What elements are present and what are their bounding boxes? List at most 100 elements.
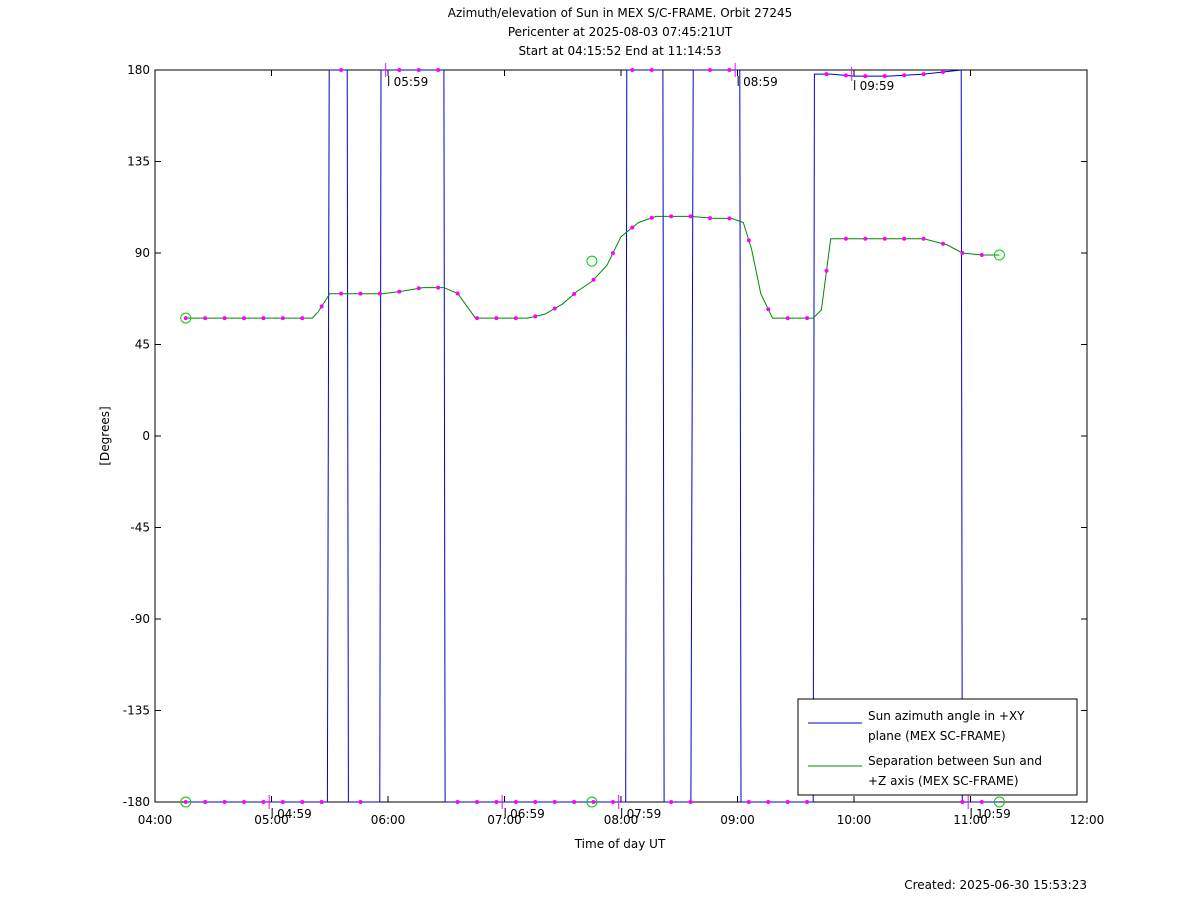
- y-tick-label: 135: [127, 155, 150, 169]
- series-line-0: [185, 69, 1000, 803]
- point-marker: [455, 800, 460, 804]
- point-marker: [746, 238, 751, 243]
- point-marker: [805, 316, 810, 321]
- point-marker: [455, 291, 460, 296]
- circle-marker: [993, 249, 1005, 261]
- point-marker: [921, 72, 926, 77]
- title-line-1: Azimuth/elevation of Sun in MEX S/C-FRAM…: [448, 6, 793, 20]
- x-tick-label: 04:00: [138, 813, 173, 827]
- point-marker: [533, 314, 538, 319]
- point-marker: [805, 800, 810, 804]
- point-marker: [921, 236, 926, 241]
- point-marker: [843, 236, 848, 241]
- point-marker: [649, 68, 654, 72]
- point-marker: [941, 241, 946, 246]
- point-marker: [552, 800, 557, 804]
- point-marker: [358, 800, 363, 804]
- point-marker: [572, 291, 577, 296]
- annotation-label: 05:59: [394, 75, 429, 89]
- legend: Sun azimuth angle in +XY plane (MEX SC-F…: [797, 698, 1078, 796]
- point-marker: [746, 800, 751, 804]
- point-marker: [766, 800, 771, 804]
- point-marker: [319, 304, 324, 309]
- point-marker: [242, 316, 247, 321]
- annotation-label: 07:59: [627, 807, 662, 821]
- point-marker: [436, 285, 441, 290]
- point-marker: [727, 216, 732, 221]
- point-marker: [669, 800, 674, 804]
- point-marker: [610, 800, 615, 804]
- annotation-label: 06:59: [510, 807, 545, 821]
- point-marker: [785, 316, 790, 321]
- point-marker: [727, 68, 732, 72]
- circle-marker: [180, 796, 192, 808]
- point-marker: [649, 215, 654, 220]
- plot-area: 04:00 05:00 06:00 07:00 08:00 09:00 10:00 11:00…: [123, 63, 1105, 827]
- x-tick-label: 11:00: [953, 813, 988, 827]
- annotation-label: 08:59: [743, 75, 778, 89]
- x-tick-label: 12:00: [1070, 813, 1105, 827]
- y-tick-label: -180: [123, 795, 150, 809]
- circle-marker: [993, 796, 1005, 808]
- chart-title: Azimuth/elevation of Sun in MEX S/C-FRAM…: [448, 6, 793, 58]
- point-marker: [183, 316, 188, 321]
- point-marker: [708, 216, 713, 221]
- circle-marker: [586, 255, 598, 267]
- point-marker: [280, 316, 285, 321]
- legend-label-azimuth-2: plane (MEX SC-FRAME): [868, 729, 1006, 743]
- point-marker: [843, 73, 848, 78]
- y-tick-label: 45: [135, 338, 150, 352]
- x-tick-label: 10:00: [837, 813, 872, 827]
- circle-marker: [180, 312, 192, 324]
- x-tick-label: 06:00: [371, 813, 406, 827]
- point-marker: [339, 68, 344, 72]
- y-tick-label: -135: [123, 704, 150, 718]
- point-marker: [494, 316, 499, 321]
- point-marker: [436, 68, 441, 72]
- point-marker: [397, 68, 402, 72]
- point-marker: [552, 306, 557, 311]
- point-marker: [203, 316, 208, 321]
- y-tick-label: -90: [130, 612, 150, 626]
- point-marker: [339, 291, 344, 296]
- point-marker: [183, 800, 188, 804]
- x-tick-label: 09:00: [720, 813, 755, 827]
- legend-label-azimuth-1: Sun azimuth angle in +XY: [868, 709, 1025, 723]
- point-marker: [222, 316, 227, 321]
- point-marker: [261, 800, 266, 804]
- point-marker: [358, 291, 363, 296]
- point-marker: [397, 289, 402, 294]
- y-tick-label: 0: [142, 429, 150, 443]
- point-marker: [591, 277, 596, 282]
- point-marker: [416, 286, 421, 291]
- plot-frame: [154, 69, 1088, 803]
- title-line-3: Start at 04:15:52 End at 11:14:53: [518, 44, 721, 58]
- point-marker: [960, 800, 965, 804]
- x-axis-label: Time of day UT: [574, 837, 666, 851]
- point-marker: [572, 800, 577, 804]
- point-marker: [824, 72, 829, 77]
- point-marker: [475, 316, 480, 321]
- point-marker: [688, 214, 693, 219]
- series-line-1: [185, 215, 1000, 319]
- legend-label-separation-1: Separation between Sun and: [868, 754, 1042, 768]
- point-marker: [766, 307, 771, 312]
- point-marker: [242, 800, 247, 804]
- point-marker: [513, 316, 518, 321]
- title-line-2: Pericenter at 2025-08-03 07:45:21UT: [508, 25, 733, 39]
- point-marker: [630, 68, 635, 72]
- point-marker: [688, 800, 693, 804]
- x-tick-label: 05:00: [254, 813, 289, 827]
- point-marker: [979, 253, 984, 258]
- point-marker: [300, 316, 305, 321]
- point-marker: [280, 800, 285, 804]
- point-marker: [261, 316, 266, 321]
- point-marker: [416, 68, 421, 72]
- point-marker: [319, 800, 324, 804]
- annotation-label: 04:59: [277, 807, 312, 821]
- point-marker: [902, 73, 907, 78]
- point-marker: [669, 214, 674, 219]
- point-marker: [610, 251, 615, 256]
- created-footer: Created: 2025-06-30 15:53:23: [904, 878, 1087, 892]
